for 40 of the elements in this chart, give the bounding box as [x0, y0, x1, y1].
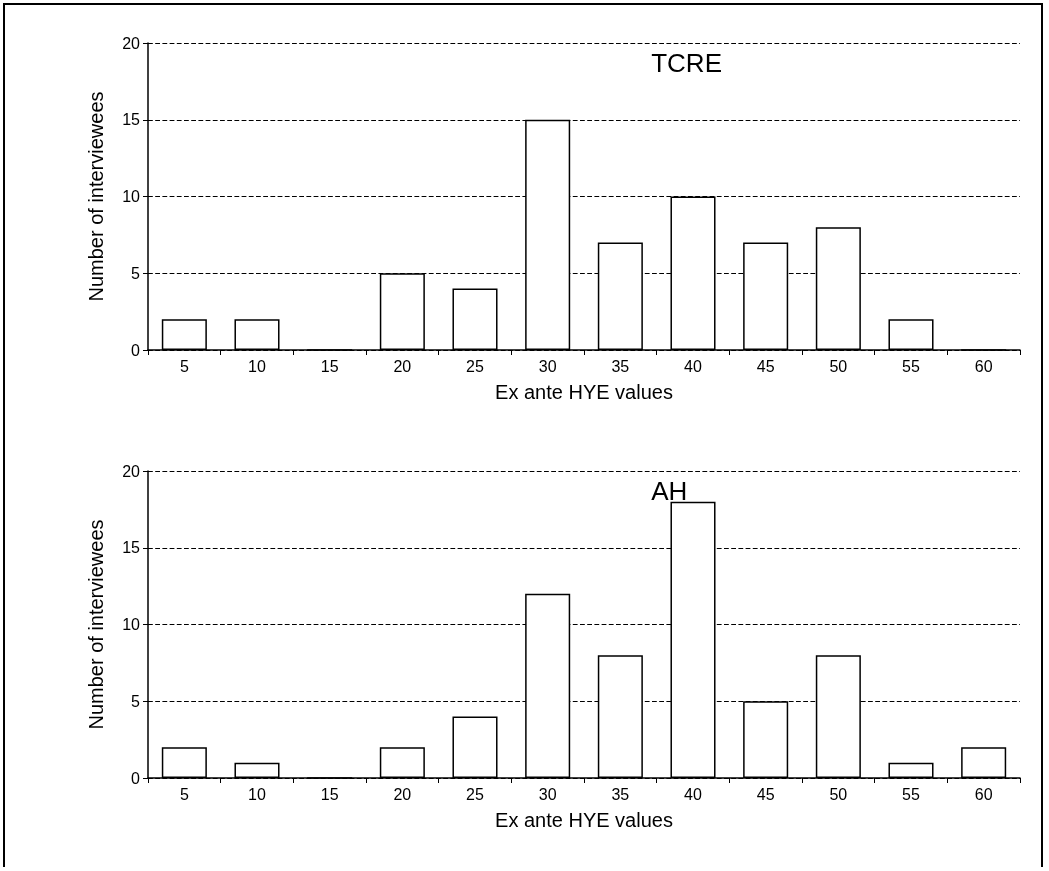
x-tick-label: 5: [179, 357, 189, 375]
x-tick-label: 20: [393, 357, 412, 375]
y-tick-label: 10: [122, 616, 141, 633]
y-tick-label: 5: [131, 264, 141, 282]
y-tick-label: 0: [131, 769, 141, 787]
x-tick-label: 25: [466, 357, 484, 375]
x-tick-label: 30: [538, 785, 557, 803]
x-tick-label: 45: [756, 357, 775, 375]
y-tick-label: 0: [131, 341, 141, 359]
y-tick-label: 5: [131, 692, 141, 710]
x-tick-label: 15: [320, 357, 339, 375]
y-tick-label: 20: [122, 462, 141, 480]
x-axis-title: Ex ante HYE values: [495, 809, 673, 831]
x-tick-label: 20: [393, 785, 412, 803]
x-tick-label: 35: [611, 785, 630, 803]
x-tick-label: 40: [684, 785, 702, 803]
x-axis-title: Ex ante HYE values: [495, 381, 673, 403]
x-tick-label: 40: [684, 357, 702, 375]
x-tick-label: 10: [248, 785, 266, 803]
x-tick-label: 55: [902, 357, 920, 375]
x-tick-label: 10: [248, 357, 266, 375]
y-axis-title: Number of interviewees: [85, 91, 107, 302]
x-tick-label: 35: [611, 357, 630, 375]
x-tick-label: 55: [902, 785, 920, 803]
x-tick-label: 60: [974, 785, 993, 803]
x-tick-label: 60: [974, 357, 993, 375]
y-tick-label: 10: [122, 188, 141, 205]
chart-title: AH: [651, 476, 688, 506]
y-tick-label: 15: [122, 539, 141, 557]
x-tick-label: 5: [179, 785, 189, 803]
x-tick-label: 25: [466, 785, 484, 803]
x-tick-label: 30: [538, 357, 557, 375]
x-tick-label: 15: [320, 785, 339, 803]
x-tick-label: 50: [829, 357, 848, 375]
chart-title: TCRE: [651, 48, 722, 78]
x-tick-label: 50: [829, 785, 848, 803]
x-tick-label: 45: [756, 785, 775, 803]
y-axis-title: Number of interviewees: [85, 519, 107, 730]
y-tick-label: 20: [122, 34, 141, 52]
y-tick-label: 15: [122, 111, 141, 129]
